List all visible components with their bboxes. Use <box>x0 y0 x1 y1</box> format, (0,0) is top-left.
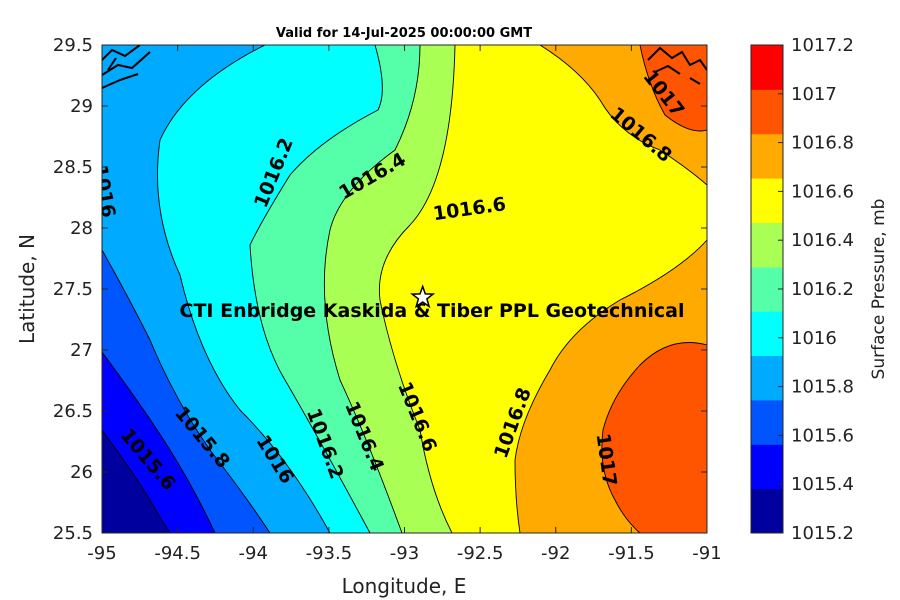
y-tick-label: 27.5 <box>53 279 93 300</box>
axis-ticks: -95 -94.5 -94 -93.5 -93 -92.5 -92 -91.5 -91 29.5 2… <box>53 35 722 564</box>
colorbar-tick-label: 1017.2 <box>791 35 854 56</box>
y-tick-label: 28 <box>70 218 93 239</box>
y-tick-label: 26 <box>70 462 93 483</box>
band-1017 <box>639 45 707 132</box>
colorbar-segment <box>751 133 783 179</box>
x-tick-label: -93.5 <box>306 543 353 564</box>
colorbar-segment <box>751 399 783 445</box>
marker-layer <box>410 284 436 309</box>
colorbar-segment <box>751 222 783 268</box>
colorbar-tick-label: 1016.2 <box>791 279 854 300</box>
site-annotation: CTI Enbridge Kaskida & Tiber PPL Geotech… <box>180 300 685 322</box>
y-axis-label: Latitude, N <box>15 234 39 344</box>
colorbar-segment <box>751 488 783 534</box>
colorbar-segment <box>751 266 783 312</box>
coastline-nw <box>102 45 151 89</box>
x-tick-label: -92 <box>541 543 570 564</box>
colorbar-segment <box>751 311 783 357</box>
colorbar-tick-label: 1016.6 <box>791 181 854 202</box>
colorbar-tick-label: 1016 <box>791 328 837 349</box>
x-tick-label: -93 <box>390 543 419 564</box>
colorbar-tick-label: 1015.8 <box>791 377 854 398</box>
x-tick-label: -95 <box>87 543 116 564</box>
y-tick-label: 29 <box>70 96 93 117</box>
x-axis-label: Longitude, E <box>342 574 467 598</box>
x-tick-label: -92.5 <box>457 543 504 564</box>
colorbar-tick-label: 1015.6 <box>791 425 854 446</box>
y-tick-label: 26.5 <box>53 401 93 422</box>
band-1017-south <box>601 342 707 533</box>
colorbar-tick-label: 1015.4 <box>791 474 854 495</box>
colorbar: 1017.2 1017 1016.8 1016.6 1016.4 1016.2 1016 10… <box>750 35 854 544</box>
colorbar-segment <box>751 45 783 90</box>
y-tick-label: 29.5 <box>53 35 93 56</box>
colorbar-segment <box>751 89 783 135</box>
x-tick-label: -91.5 <box>608 543 655 564</box>
colorbar-segment <box>751 444 783 490</box>
band-1015.2 <box>102 429 171 533</box>
x-tick-label: -94 <box>239 543 268 564</box>
colorbar-label: Surface Pressure, mb <box>869 199 889 380</box>
colorbar-segment <box>751 355 783 401</box>
colorbar-tick-label: 1016.4 <box>791 230 854 251</box>
y-tick-label: 28.5 <box>53 157 93 178</box>
y-tick-label: 27 <box>70 340 93 361</box>
colorbar-tick-label: 1016.8 <box>791 133 854 154</box>
colorbar-segment <box>751 178 783 223</box>
chart-title: Valid for 14-Jul-2025 00:00:00 GMT <box>276 26 532 41</box>
x-tick-label: -91 <box>692 543 721 564</box>
y-tick-label: 25.5 <box>53 523 93 544</box>
coastline-ne <box>647 46 707 85</box>
x-tick-label: -94.5 <box>154 543 201 564</box>
colorbar-tick-label: 1017 <box>791 84 837 105</box>
site-star-marker <box>410 284 436 309</box>
colorbar-tick-label: 1015.2 <box>791 523 854 544</box>
